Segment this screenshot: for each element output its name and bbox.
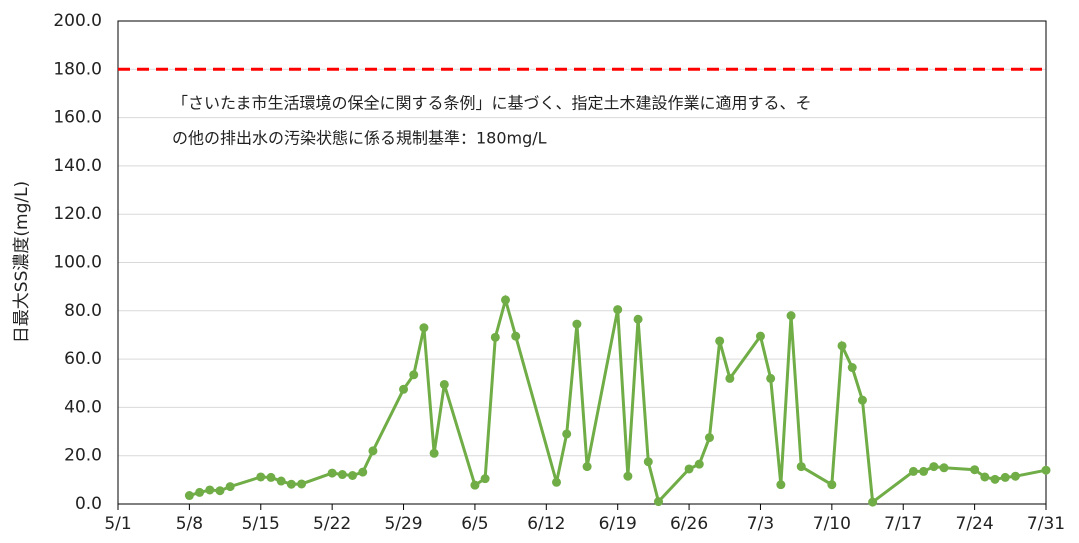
data-point	[184, 491, 194, 501]
data-point	[562, 429, 572, 439]
data-point	[919, 466, 929, 476]
data-point	[653, 497, 663, 507]
data-point	[225, 482, 235, 492]
y-axis-title: 日最大SS濃度(mg/L)	[12, 181, 32, 343]
data-point	[929, 462, 939, 472]
y-tick-label: 0.0	[75, 494, 102, 514]
data-point	[215, 486, 225, 496]
data-point	[715, 336, 725, 346]
x-tick-label: 7/17	[884, 514, 922, 534]
x-tick-label: 6/19	[599, 514, 637, 534]
data-point	[439, 379, 449, 389]
data-point	[633, 314, 643, 324]
y-tick-label: 60.0	[64, 349, 102, 369]
plot-frame	[117, 20, 1047, 505]
y-tick-label: 100.0	[53, 253, 102, 273]
data-point	[195, 487, 205, 497]
x-tick-label: 5/1	[104, 514, 131, 534]
data-point	[704, 433, 714, 443]
data-point	[939, 463, 949, 473]
data-point	[1010, 471, 1020, 481]
data-point	[776, 480, 786, 490]
data-point	[327, 468, 337, 478]
data-point	[399, 384, 409, 394]
y-tick-label: 160.0	[53, 108, 102, 128]
y-tick-label: 200.0	[53, 11, 102, 31]
data-point	[276, 476, 286, 486]
y-tick-label: 40.0	[64, 397, 102, 417]
data-point	[572, 319, 582, 329]
x-tick-label: 6/26	[670, 514, 708, 534]
x-tick-label: 6/12	[527, 514, 565, 534]
x-tick-label: 5/8	[176, 514, 203, 534]
data-point	[847, 363, 857, 373]
y-tick-label: 180.0	[53, 59, 102, 79]
data-point	[256, 472, 266, 482]
data-point	[694, 459, 704, 469]
data-point	[643, 457, 653, 467]
data-point	[857, 395, 867, 405]
data-point	[613, 305, 623, 315]
data-point	[1041, 465, 1051, 475]
data-point	[358, 467, 368, 477]
x-tick-label: 5/22	[313, 514, 351, 534]
data-point	[1000, 472, 1010, 482]
data-point	[419, 323, 429, 333]
data-point	[796, 462, 806, 472]
x-tick-label: 5/29	[384, 514, 422, 534]
y-tick-label: 20.0	[64, 446, 102, 466]
data-point	[623, 471, 633, 481]
data-point	[755, 331, 765, 341]
data-point	[837, 341, 847, 351]
x-tick-label: 7/3	[747, 514, 774, 534]
data-point	[348, 471, 358, 481]
data-point	[970, 465, 980, 475]
data-point	[582, 462, 592, 472]
data-point	[286, 479, 296, 489]
data-point	[990, 474, 1000, 484]
data-point	[786, 311, 796, 321]
data-point	[684, 464, 694, 474]
data-point	[868, 497, 878, 507]
x-tick-label: 7/24	[956, 514, 994, 534]
x-tick-label: 7/10	[813, 514, 851, 534]
data-point	[766, 373, 776, 383]
data-point	[552, 477, 562, 487]
data-point	[368, 446, 378, 456]
x-tick-label: 6/5	[461, 514, 488, 534]
y-tick-label: 140.0	[53, 156, 102, 176]
x-tick-label: 5/15	[242, 514, 280, 534]
data-point	[429, 448, 439, 458]
annotation: 「さいたま市生活環境の保全に関する条例」に基づく、指定土木建設作業に適用する、そ	[172, 94, 812, 113]
y-tick-label: 80.0	[64, 301, 102, 321]
data-point	[409, 370, 419, 380]
data-point	[297, 479, 307, 489]
x-tick-label: 7/31	[1027, 514, 1065, 534]
data-point	[470, 480, 480, 490]
data-point	[511, 331, 521, 341]
y-tick-label: 120.0	[53, 204, 102, 224]
data-point	[827, 480, 837, 490]
data-point	[501, 295, 511, 305]
data-point	[980, 472, 990, 482]
data-point	[205, 485, 215, 495]
annotation: の他の排出水の汚染状態に係る規制基準：180mg/L	[172, 129, 547, 148]
data-point	[490, 332, 500, 342]
data-point	[725, 373, 735, 383]
data-point	[908, 466, 918, 476]
data-point	[480, 474, 490, 484]
data-point	[337, 470, 347, 480]
data-point	[266, 472, 276, 482]
